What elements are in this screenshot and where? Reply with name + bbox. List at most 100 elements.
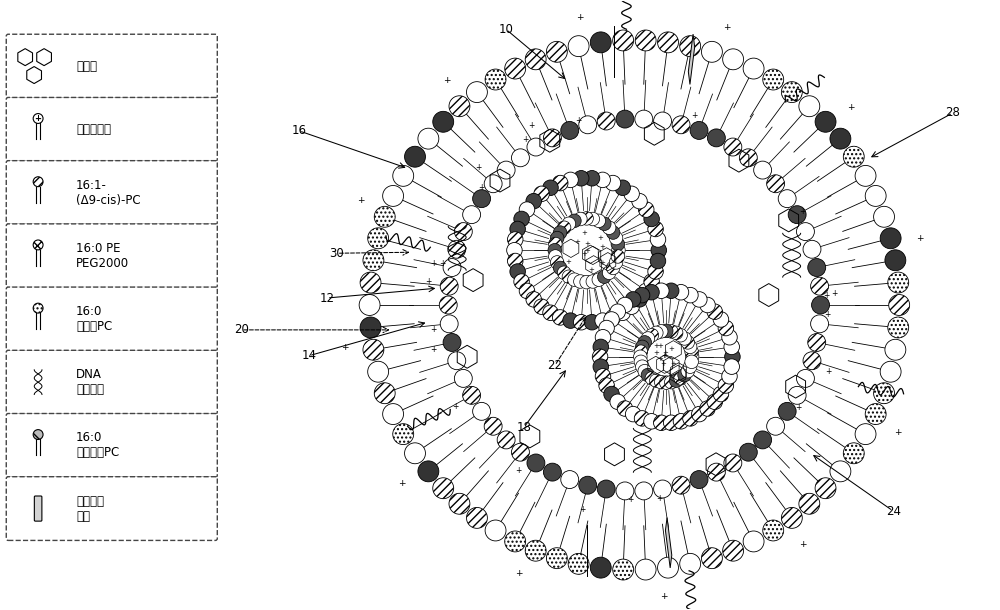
Circle shape	[659, 376, 673, 389]
Circle shape	[605, 175, 621, 191]
Circle shape	[651, 243, 667, 258]
Text: +: +	[663, 351, 669, 356]
Circle shape	[722, 368, 737, 384]
Circle shape	[606, 261, 620, 274]
Circle shape	[574, 212, 587, 226]
Circle shape	[796, 223, 814, 240]
Circle shape	[665, 375, 678, 389]
Circle shape	[778, 190, 796, 207]
Circle shape	[485, 69, 506, 90]
Circle shape	[580, 275, 593, 289]
Circle shape	[33, 240, 43, 250]
Text: +: +	[565, 259, 571, 265]
Circle shape	[449, 96, 470, 117]
Circle shape	[678, 332, 691, 345]
Circle shape	[505, 531, 526, 552]
Circle shape	[602, 221, 616, 234]
Circle shape	[636, 360, 649, 373]
Circle shape	[550, 256, 564, 269]
Text: +: +	[443, 76, 450, 85]
Circle shape	[443, 334, 461, 351]
Circle shape	[383, 404, 404, 425]
Circle shape	[692, 292, 707, 307]
Text: 16: 16	[291, 124, 306, 137]
Text: +: +	[430, 259, 436, 268]
Text: +: +	[515, 569, 522, 578]
Circle shape	[611, 237, 625, 251]
Text: +: +	[847, 103, 854, 112]
Circle shape	[654, 480, 672, 498]
Circle shape	[788, 386, 806, 404]
Circle shape	[796, 370, 814, 387]
Text: +: +	[653, 350, 659, 356]
Circle shape	[815, 478, 836, 498]
Circle shape	[33, 429, 43, 439]
Text: +: +	[584, 241, 590, 247]
Circle shape	[433, 112, 454, 132]
Circle shape	[439, 296, 457, 314]
Circle shape	[448, 352, 466, 370]
Text: +: +	[627, 495, 634, 504]
Circle shape	[609, 256, 623, 269]
Text: +: +	[576, 13, 584, 22]
Circle shape	[573, 171, 589, 186]
Text: +: +	[597, 235, 603, 241]
Text: +: +	[588, 267, 594, 273]
Circle shape	[463, 386, 481, 404]
Circle shape	[484, 417, 502, 435]
Circle shape	[634, 350, 647, 364]
Circle shape	[673, 284, 689, 300]
Circle shape	[557, 221, 571, 234]
Circle shape	[681, 336, 695, 349]
Circle shape	[672, 116, 690, 134]
Circle shape	[713, 312, 729, 327]
Circle shape	[811, 277, 829, 295]
Circle shape	[880, 228, 901, 249]
Circle shape	[781, 508, 802, 528]
Circle shape	[690, 121, 708, 140]
Circle shape	[674, 371, 687, 385]
Circle shape	[374, 206, 395, 228]
Circle shape	[763, 520, 784, 541]
Circle shape	[33, 177, 43, 187]
Text: +: +	[723, 23, 731, 32]
Circle shape	[658, 557, 678, 578]
Circle shape	[519, 283, 535, 299]
Circle shape	[599, 378, 614, 393]
Text: +: +	[341, 343, 349, 352]
Text: +: +	[430, 345, 437, 354]
Text: +: +	[656, 494, 662, 503]
Text: 24: 24	[886, 504, 901, 517]
Circle shape	[616, 482, 634, 500]
Text: +: +	[799, 207, 806, 216]
Circle shape	[418, 461, 439, 482]
Circle shape	[356, 26, 913, 584]
Circle shape	[593, 339, 609, 354]
Text: +: +	[452, 402, 459, 411]
Circle shape	[579, 476, 597, 494]
Circle shape	[632, 292, 647, 307]
Circle shape	[634, 345, 648, 359]
Circle shape	[433, 478, 454, 498]
Circle shape	[855, 165, 876, 186]
FancyBboxPatch shape	[6, 98, 217, 161]
Circle shape	[418, 128, 439, 149]
Circle shape	[855, 424, 876, 445]
Circle shape	[638, 336, 651, 349]
Text: +: +	[528, 121, 534, 130]
FancyBboxPatch shape	[6, 414, 217, 477]
Circle shape	[663, 415, 679, 431]
FancyBboxPatch shape	[6, 350, 217, 414]
Text: +: +	[581, 230, 587, 236]
Circle shape	[511, 149, 529, 167]
Text: +: +	[662, 353, 667, 359]
Circle shape	[672, 476, 690, 494]
Text: 丙烯酸酯
交联: 丙烯酸酯 交联	[76, 495, 104, 523]
Circle shape	[680, 553, 701, 574]
Circle shape	[644, 284, 659, 300]
Circle shape	[650, 253, 666, 269]
Text: 30: 30	[329, 246, 344, 260]
Text: 14: 14	[301, 350, 316, 362]
Text: +: +	[662, 353, 668, 359]
Circle shape	[644, 211, 659, 227]
